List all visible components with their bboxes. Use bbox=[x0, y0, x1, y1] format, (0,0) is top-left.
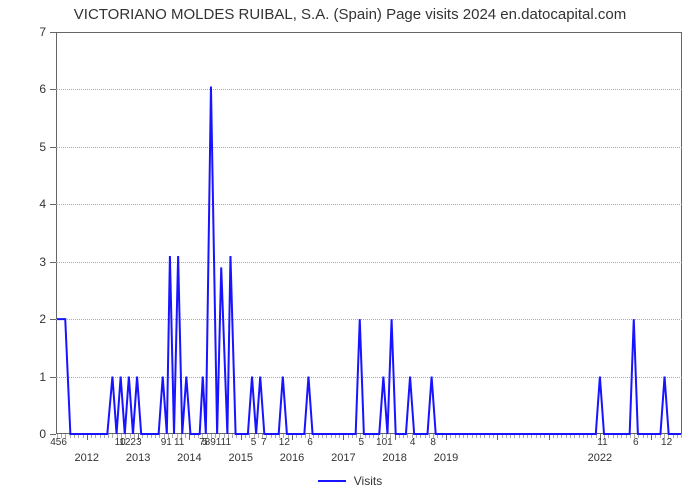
x-minor-label: 11 bbox=[174, 437, 184, 448]
x-minor-tick bbox=[681, 434, 682, 438]
x-year-label: 2019 bbox=[434, 452, 458, 464]
x-minor-label: 11 bbox=[597, 437, 607, 448]
x-minor-label: 8 bbox=[430, 437, 436, 448]
x-minor-tick bbox=[407, 434, 408, 438]
x-year-label: 2017 bbox=[331, 452, 355, 464]
x-minor-label: 12 bbox=[661, 437, 672, 448]
x-minor-tick bbox=[108, 434, 109, 438]
y-tick-label: 4 bbox=[39, 197, 46, 211]
series-line bbox=[56, 32, 682, 434]
x-minor-label: 101 bbox=[376, 437, 393, 448]
x-minor-tick bbox=[185, 434, 186, 438]
x-minor-label: 5 bbox=[251, 437, 257, 448]
y-tick-label: 7 bbox=[39, 25, 46, 39]
x-minor-label: 6 bbox=[307, 437, 313, 448]
x-minor-label: 6 bbox=[633, 437, 639, 448]
y-tick-label: 2 bbox=[39, 312, 46, 326]
x-year-label: 2022 bbox=[588, 452, 612, 464]
chart-title: VICTORIANO MOLDES RUIBAL, S.A. (Spain) P… bbox=[0, 6, 700, 23]
x-year-label: 2014 bbox=[177, 452, 201, 464]
x-minor-label: 456 bbox=[50, 437, 67, 448]
x-minor-tick bbox=[112, 434, 113, 438]
x-minor-label: 7 bbox=[261, 437, 267, 448]
y-tick-label: 0 bbox=[39, 427, 46, 441]
x-minor-label: 1223 bbox=[119, 437, 141, 448]
x-minor-label: 5 bbox=[359, 437, 365, 448]
y-tick-label: 6 bbox=[39, 82, 46, 96]
legend-label: Visits bbox=[354, 474, 382, 488]
y-tick-label: 3 bbox=[39, 255, 46, 269]
legend: Visits bbox=[0, 474, 700, 488]
y-tick-label: 1 bbox=[39, 370, 46, 384]
x-minor-label: 91 bbox=[161, 437, 172, 448]
y-tick-label: 5 bbox=[39, 140, 46, 154]
x-year-label: 2013 bbox=[126, 452, 150, 464]
plot-area: 0123456720122013201420152016201720182019… bbox=[56, 32, 682, 434]
x-minor-tick bbox=[232, 434, 233, 438]
y-tick-mark bbox=[50, 434, 56, 435]
x-year-label: 2016 bbox=[280, 452, 304, 464]
x-year-label: 2012 bbox=[75, 452, 99, 464]
x-minor-label: 4 bbox=[410, 437, 416, 448]
x-minor-label: 12 bbox=[279, 437, 290, 448]
legend-swatch bbox=[318, 480, 346, 482]
x-minor-label: 789111 bbox=[199, 437, 231, 448]
x-minor-tick bbox=[258, 434, 259, 438]
x-year-label: 2015 bbox=[228, 452, 252, 464]
x-year-label: 2018 bbox=[382, 452, 406, 464]
chart-container: VICTORIANO MOLDES RUIBAL, S.A. (Spain) P… bbox=[0, 0, 700, 500]
